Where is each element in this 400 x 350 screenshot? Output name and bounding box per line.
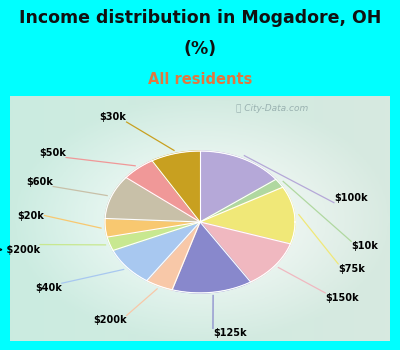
Text: $75k: $75k — [338, 264, 365, 274]
Text: $125k: $125k — [213, 328, 246, 338]
Polygon shape — [172, 222, 251, 293]
Polygon shape — [105, 177, 200, 222]
Text: $200k: $200k — [93, 315, 126, 326]
Polygon shape — [147, 222, 200, 290]
Text: $20k: $20k — [18, 211, 44, 220]
Text: $60k: $60k — [26, 176, 53, 187]
Polygon shape — [105, 218, 200, 237]
Polygon shape — [107, 222, 200, 251]
Polygon shape — [200, 179, 283, 222]
Text: > $200k: > $200k — [0, 245, 40, 254]
Text: (%): (%) — [184, 40, 216, 58]
Text: $10k: $10k — [351, 241, 378, 251]
Text: All residents: All residents — [148, 72, 252, 87]
Text: $40k: $40k — [35, 283, 62, 293]
Polygon shape — [113, 222, 200, 281]
Polygon shape — [200, 222, 290, 282]
Text: Income distribution in Mogadore, OH: Income distribution in Mogadore, OH — [19, 9, 381, 27]
Polygon shape — [152, 151, 200, 222]
Polygon shape — [200, 151, 276, 222]
Polygon shape — [126, 161, 200, 222]
Polygon shape — [200, 187, 295, 244]
Text: $50k: $50k — [39, 147, 66, 158]
Text: $150k: $150k — [325, 293, 359, 303]
Text: $100k: $100k — [334, 193, 368, 203]
Text: ⓘ City-Data.com: ⓘ City-Data.com — [236, 104, 308, 113]
Text: $30k: $30k — [100, 112, 126, 122]
